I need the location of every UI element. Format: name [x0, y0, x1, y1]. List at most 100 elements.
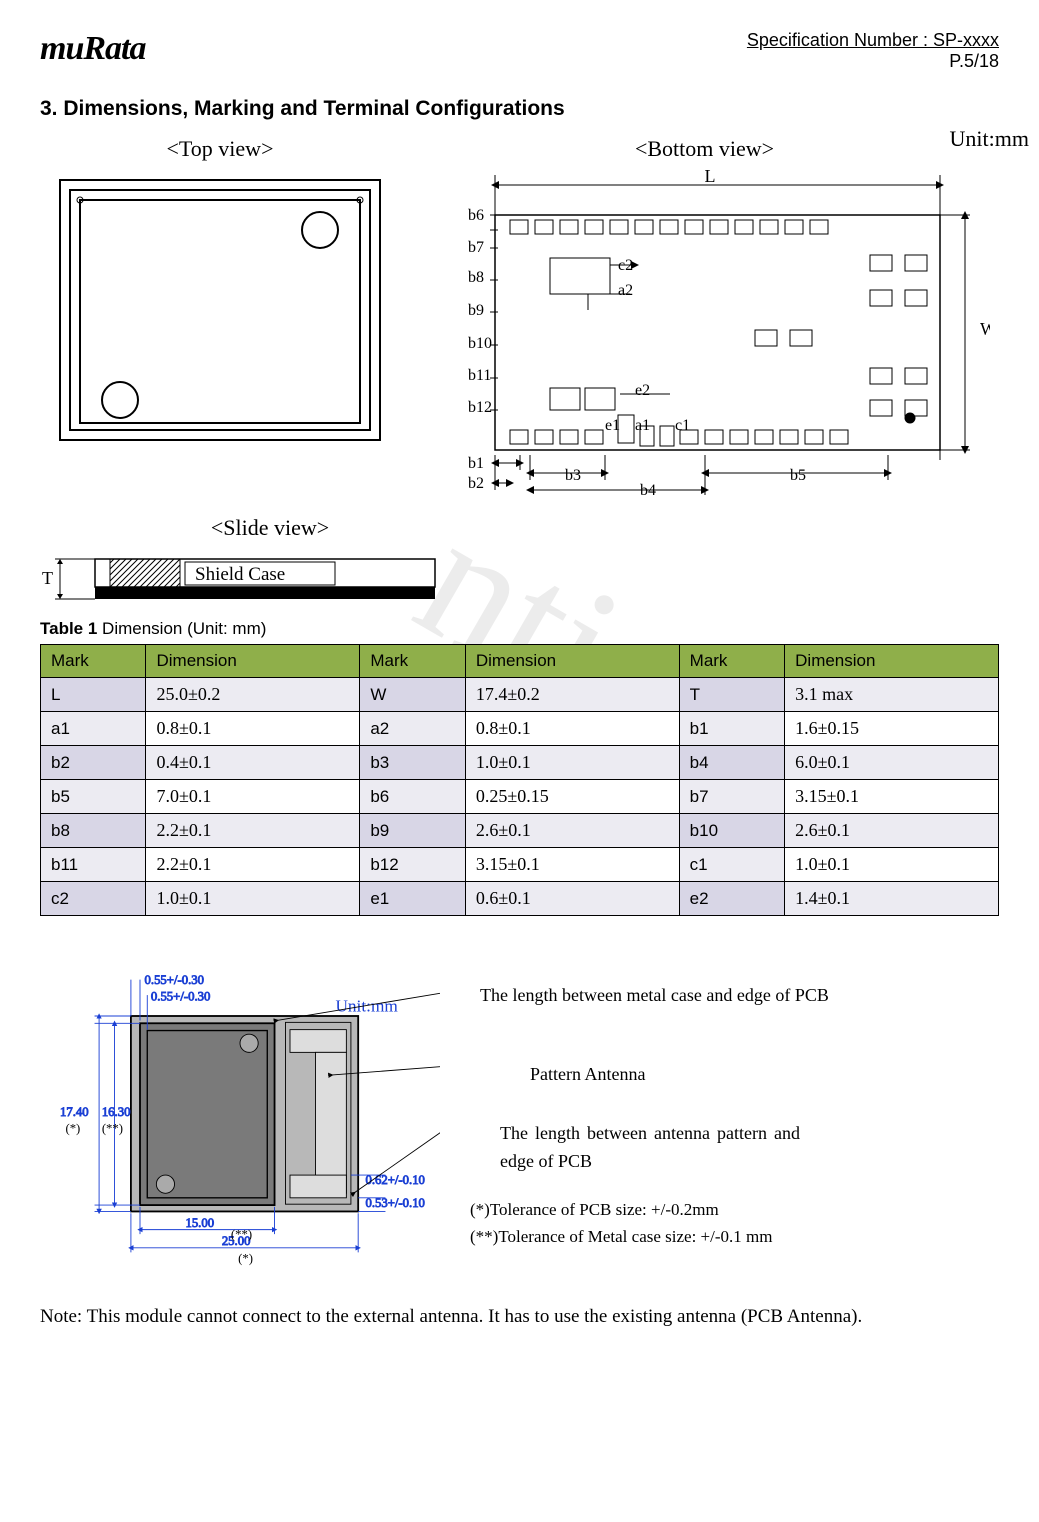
top-view-svg [40, 170, 400, 470]
dimension-cell: 1.6±0.15 [785, 712, 999, 746]
dimension-cell: 1.0±0.1 [465, 746, 679, 780]
detail-annotations: The length between metal case and edge o… [460, 981, 829, 1251]
dimension-cell: 0.8±0.1 [465, 712, 679, 746]
detail-svg: Unit:mm 0.55+/-0.30 0.55+/-0.30 17.4 [40, 951, 440, 1281]
mark-cell: a1 [41, 712, 146, 746]
mark-cell: b11 [41, 848, 146, 882]
table-row: b20.4±0.1b31.0±0.1b46.0±0.1 [41, 746, 999, 780]
dimension-cell: 1.0±0.1 [146, 882, 360, 916]
mark-cell: b8 [41, 814, 146, 848]
detail-figure-row: Unit:mm 0.55+/-0.30 0.55+/-0.30 17.4 [40, 951, 999, 1281]
mark-cell: W [360, 678, 465, 712]
dimension-cell: 25.0±0.2 [146, 678, 360, 712]
mark-cell: b12 [360, 848, 465, 882]
tolerance-2: (**)Tolerance of Metal case size: +/-0.1… [470, 1223, 829, 1250]
mark-cell: c2 [41, 882, 146, 916]
dimension-cell: 3.1 max [785, 678, 999, 712]
dimension-cell: 3.15±0.1 [465, 848, 679, 882]
mark-cell: b6 [360, 780, 465, 814]
dimension-cell: 0.25±0.15 [465, 780, 679, 814]
dimension-cell: 17.4±0.2 [465, 678, 679, 712]
dimension-cell: 3.15±0.1 [785, 780, 999, 814]
figure-views: <Top view> Unit:mm <Bottom view> L W [40, 136, 999, 510]
dimension-cell: 2.6±0.1 [465, 814, 679, 848]
slide-view-block: <Slide view> Shield Case T [40, 515, 440, 604]
page-header: muRata Specification Number : SP-xxxx P.… [40, 30, 999, 72]
mark-cell: b5 [41, 780, 146, 814]
lbl-b1: b1 [468, 455, 484, 472]
mark-cell: a2 [360, 712, 465, 746]
table-header: Dimension [146, 645, 360, 678]
note-text: Note: This module cannot connect to the … [40, 1301, 999, 1333]
top-view-label: <Top view> [40, 136, 400, 162]
dimension-cell: 1.0±0.1 [785, 848, 999, 882]
dim-W: W [980, 319, 990, 339]
dimension-cell: 2.2±0.1 [146, 848, 360, 882]
dimension-cell: 7.0±0.1 [146, 780, 360, 814]
table-row: b57.0±0.1b60.25±0.15b73.15±0.1 [41, 780, 999, 814]
tolerance-1: (*)Tolerance of PCB size: +/-0.2mm [470, 1196, 829, 1223]
lbl-b5: b5 [790, 467, 806, 484]
table-header: Mark [679, 645, 784, 678]
mark-cell: b9 [360, 814, 465, 848]
lbl-b8: b8 [468, 269, 484, 286]
mark-cell: b2 [41, 746, 146, 780]
lbl-b6: b6 [468, 207, 484, 224]
bottom-view-label: <Bottom view> [410, 136, 999, 162]
lbl-e2: e2 [635, 382, 650, 399]
lbl-b3: b3 [565, 467, 581, 484]
dimension-cell: 0.4±0.1 [146, 746, 360, 780]
lbl-b7: b7 [468, 239, 484, 256]
left-dim-0: 17.40 [60, 1105, 89, 1119]
table-header: Dimension [465, 645, 679, 678]
annotation-1: The length between metal case and edge o… [480, 981, 829, 1010]
table-header: Mark [360, 645, 465, 678]
dimension-cell: 2.6±0.1 [785, 814, 999, 848]
top-dim-1: 0.55+/-0.30 [151, 990, 210, 1004]
annotation-3: The length between antenna pattern and e… [500, 1119, 800, 1177]
lbl-b2: b2 [468, 475, 484, 492]
bottom-dim-1: 15.00 [185, 1216, 214, 1230]
lbl-b9: b9 [468, 302, 484, 319]
mark-cell: c1 [679, 848, 784, 882]
mark-cell: b3 [360, 746, 465, 780]
left-star-1: (*) [65, 1121, 80, 1135]
bottom-star-2: (*) [238, 1251, 253, 1265]
mark-cell: T [679, 678, 784, 712]
logo: muRata [40, 30, 145, 68]
left-star-2: (**) [102, 1121, 123, 1135]
dim-L: L [705, 170, 716, 186]
mark-cell: b4 [679, 746, 784, 780]
mark-cell: b1 [679, 712, 784, 746]
dimension-cell: 1.4±0.1 [785, 882, 999, 916]
table-row: b82.2±0.1b92.6±0.1b102.6±0.1 [41, 814, 999, 848]
slide-view-label: <Slide view> [100, 515, 440, 541]
right-dim-0: 0.62+/-0.10 [365, 1173, 424, 1187]
right-dim-1: 0.53+/-0.10 [365, 1196, 424, 1210]
annotation-2: Pattern Antenna [530, 1060, 829, 1089]
mark-cell: b7 [679, 780, 784, 814]
mark-cell: e2 [679, 882, 784, 916]
dim-T: T [42, 568, 53, 588]
section-title: 3. Dimensions, Marking and Terminal Conf… [40, 97, 999, 121]
detail-unit: Unit:mm [335, 996, 398, 1015]
left-dim-1: 16.30 [102, 1105, 131, 1119]
mark-cell: L [41, 678, 146, 712]
lbl-b11: b11 [468, 367, 491, 384]
lbl-c1: c1 [675, 417, 690, 434]
dimension-cell: 0.6±0.1 [465, 882, 679, 916]
lbl-b10: b10 [468, 335, 492, 352]
table-header: Dimension [785, 645, 999, 678]
mark-cell: b10 [679, 814, 784, 848]
top-dim-0: 0.55+/-0.30 [145, 973, 204, 987]
shield-label: Shield Case [195, 564, 285, 585]
table-row: L25.0±0.2W17.4±0.2T3.1 max [41, 678, 999, 712]
table-row: a10.8±0.1a20.8±0.1b11.6±0.15 [41, 712, 999, 746]
page-number: P.5/18 [747, 51, 999, 72]
table-header: Mark [41, 645, 146, 678]
lbl-a2: a2 [618, 282, 633, 299]
table-row: c21.0±0.1e10.6±0.1e21.4±0.1 [41, 882, 999, 916]
unit-label: Unit:mm [950, 126, 1029, 152]
lbl-b12: b12 [468, 399, 492, 416]
bottom-view-svg: L W b6 b7 b8 b9 b10 b11 b12 b1 b2 [410, 170, 990, 510]
